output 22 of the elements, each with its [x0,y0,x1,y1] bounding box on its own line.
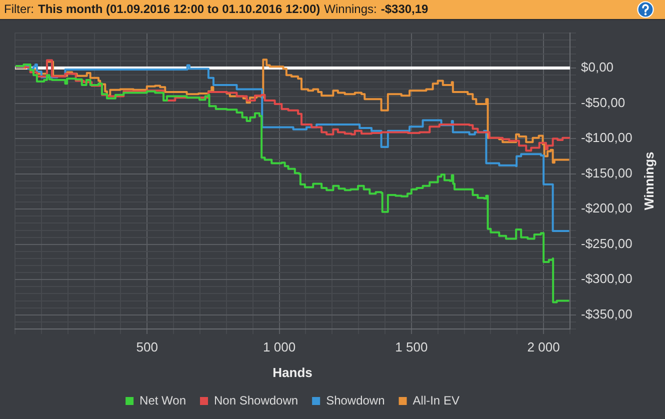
legend-label: Showdown [326,393,385,408]
y-tick-label: $0,00 [581,60,614,75]
x-tick-label: 1 500 [395,339,428,354]
y-tick-label: -$250,00 [581,236,632,251]
y-tick-label: -$100,00 [581,130,632,146]
y-axis-title: Winnings [642,152,657,210]
y-tick-label: -$50,00 [581,94,626,110]
x-axis-title: Hands [272,364,312,380]
legend-label: Non Showdown [214,393,298,408]
y-tick-label: -$300,00 [581,271,632,286]
legend-label: All-In EV [412,393,460,408]
text: Winnings: [324,2,377,16]
legend-label: Net Won [140,393,186,408]
y-tick-label: -$150,00 [581,165,632,180]
text: This month (01.09.2016 12:00 to 01.10.2016 12:00) [38,2,320,16]
y-tick-label: -$350,00 [581,306,632,322]
text: Filter: [4,2,34,16]
y-tick-label: -$200,00 [581,200,632,216]
text: -$330,19 [380,2,428,16]
x-tick-label: 2 000 [527,339,560,354]
x-tick-label: 500 [136,339,158,354]
x-tick-label: 1 000 [263,339,296,354]
